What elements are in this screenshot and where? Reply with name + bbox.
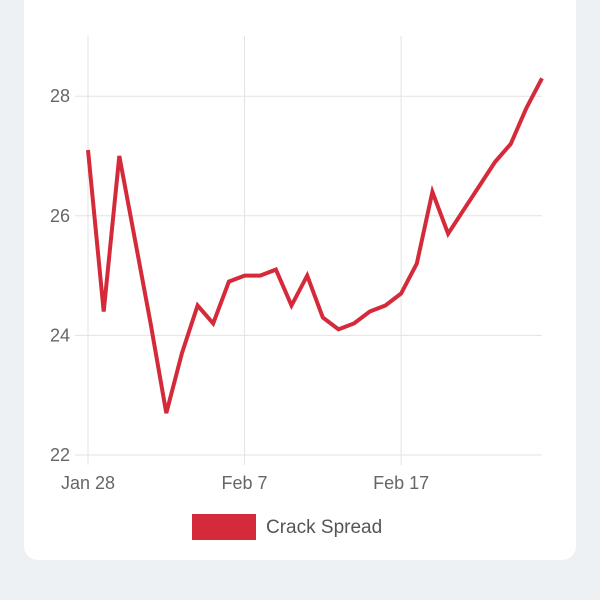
- x-tick-label: Feb 17: [373, 473, 429, 493]
- legend-swatch[interactable]: [192, 514, 256, 540]
- x-axis: Jan 28 Feb 7 Feb 17: [61, 473, 429, 493]
- chart-card: [24, 0, 576, 560]
- legend-label[interactable]: Crack Spread: [266, 517, 382, 538]
- y-tick-label: 24: [50, 325, 70, 345]
- x-tick-label: Feb 7: [222, 473, 268, 493]
- grid: [75, 36, 542, 465]
- legend[interactable]: Crack Spread: [192, 514, 382, 540]
- crack-spread-line[interactable]: [86, 77, 544, 414]
- x-tick-label: Jan 28: [61, 473, 115, 493]
- y-tick-label: 22: [50, 445, 70, 465]
- y-tick-label: 26: [50, 206, 70, 226]
- y-tick-label: 28: [50, 86, 70, 106]
- y-axis: 22 24 26 28: [50, 86, 70, 465]
- series-layer: [86, 77, 544, 414]
